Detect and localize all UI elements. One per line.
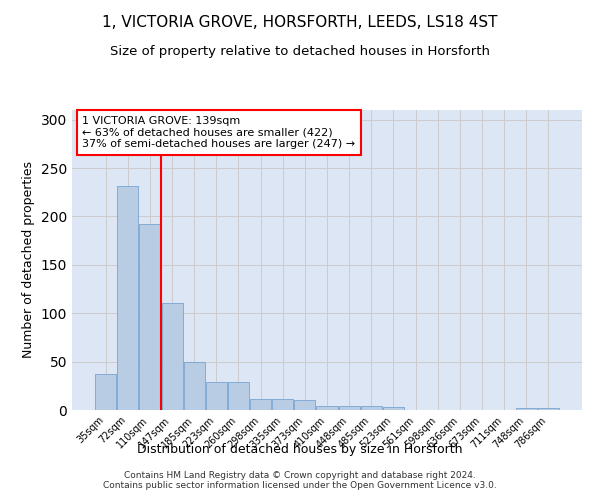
Bar [316,406,338,410]
Text: Distribution of detached houses by size in Horsforth: Distribution of detached houses by size … [137,442,463,456]
Bar [206,382,227,410]
Text: 1, VICTORIA GROVE, HORSFORTH, LEEDS, LS18 4ST: 1, VICTORIA GROVE, HORSFORTH, LEEDS, LS1… [102,15,498,30]
Bar [338,406,359,410]
Bar [515,408,536,410]
Text: Size of property relative to detached houses in Horsforth: Size of property relative to detached ho… [110,45,490,58]
Text: Contains HM Land Registry data © Crown copyright and database right 2024.
Contai: Contains HM Land Registry data © Crown c… [103,470,497,490]
Text: 1 VICTORIA GROVE: 139sqm
← 63% of detached houses are smaller (422)
37% of semi-: 1 VICTORIA GROVE: 139sqm ← 63% of detach… [82,116,355,149]
Bar [295,400,316,410]
Bar [118,186,139,410]
Bar [95,374,116,410]
Bar [228,382,249,410]
Bar [538,408,559,410]
Bar [361,406,382,410]
Bar [272,400,293,410]
Bar [161,302,182,410]
Bar [383,407,404,410]
Bar [184,362,205,410]
Bar [139,224,160,410]
Bar [250,400,271,410]
Y-axis label: Number of detached properties: Number of detached properties [22,162,35,358]
